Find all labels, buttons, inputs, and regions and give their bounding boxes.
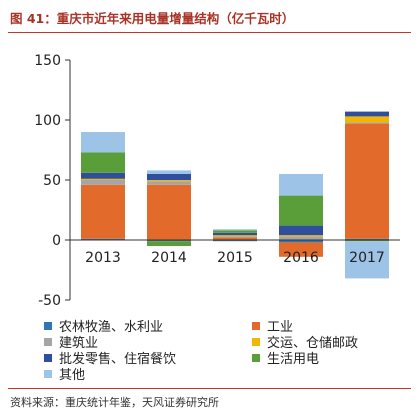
source-note: 资料来源：重庆统计年鉴，天风证券研究所 (10, 396, 219, 409)
bar-segment (147, 240, 191, 242)
bar-segment (213, 237, 257, 240)
legend-item-construction: 建筑业 (44, 332, 98, 351)
bar-segment (147, 174, 191, 180)
bar-segment (279, 240, 323, 243)
bar-segment (345, 241, 389, 279)
bar-segment (213, 230, 257, 233)
bar-segment (81, 132, 125, 153)
bar-segment (279, 225, 323, 236)
legend-swatch (44, 338, 52, 346)
bar-segment (279, 236, 323, 240)
bar-segment (81, 238, 125, 240)
bar-segment (345, 122, 389, 124)
bar-segment (81, 178, 125, 180)
bar-segment (345, 116, 389, 123)
x-category-label: 2017 (349, 250, 385, 266)
legend-swatch (252, 338, 260, 346)
bar-segment (213, 236, 257, 238)
bar-segment (147, 184, 191, 240)
bar-segment (345, 123, 389, 239)
bar-segment (147, 180, 191, 182)
legend-item-other: 其他 (44, 364, 85, 383)
bar-segment (81, 180, 125, 185)
bar-segment (345, 111, 389, 117)
y-tick-label: 50 (43, 173, 61, 189)
legend-swatch (44, 322, 52, 330)
bar-segment (81, 152, 125, 173)
bar-segment (345, 238, 389, 240)
x-category-label: 2016 (283, 250, 319, 266)
legend-swatch (44, 370, 52, 378)
bar-segment (147, 181, 191, 185)
x-category-label: 2013 (85, 250, 121, 266)
legend-item-agriculture: 农林牧渔、水利业 (44, 316, 163, 335)
bar-segment (81, 172, 125, 179)
legend-swatch (252, 354, 260, 362)
bar-segment (279, 174, 323, 196)
legend-item-transport: 交运、仓储邮政 (252, 332, 358, 351)
figure-title: 图 41：重庆市近年来用电量增量结构（亿千瓦时） (10, 11, 295, 26)
legend-item-industry: 工业 (252, 316, 293, 335)
title-rule (8, 32, 411, 33)
legend-item-retail: 批发零售、住宿餐饮 (44, 348, 176, 367)
y-tick-label: 0 (52, 233, 61, 249)
bar-segment (213, 229, 257, 231)
legend-swatch (252, 322, 260, 330)
bar-segment (279, 235, 323, 237)
x-category-label: 2015 (217, 250, 253, 266)
y-tick-label: -50 (38, 293, 61, 309)
bar-segment (81, 184, 125, 239)
bar-segment (213, 232, 257, 236)
bar-segment (147, 170, 191, 174)
bar-segment (213, 240, 257, 242)
bottom-rule (8, 388, 411, 389)
legend-item-residential: 生活用电 (252, 348, 319, 367)
legend-swatch (44, 354, 52, 362)
stacked-bar-chart: -50 0 50 100 150 2013 2014 2015 2016 2017 (34, 53, 400, 309)
bar-segment (279, 242, 323, 257)
y-tick-label: 100 (34, 113, 61, 129)
bar-segment (345, 240, 389, 242)
x-category-label: 2014 (151, 250, 187, 266)
y-tick-label: 150 (34, 53, 61, 69)
bar-segment (147, 241, 191, 246)
bar-segment (279, 195, 323, 226)
bar-segment (213, 235, 257, 237)
